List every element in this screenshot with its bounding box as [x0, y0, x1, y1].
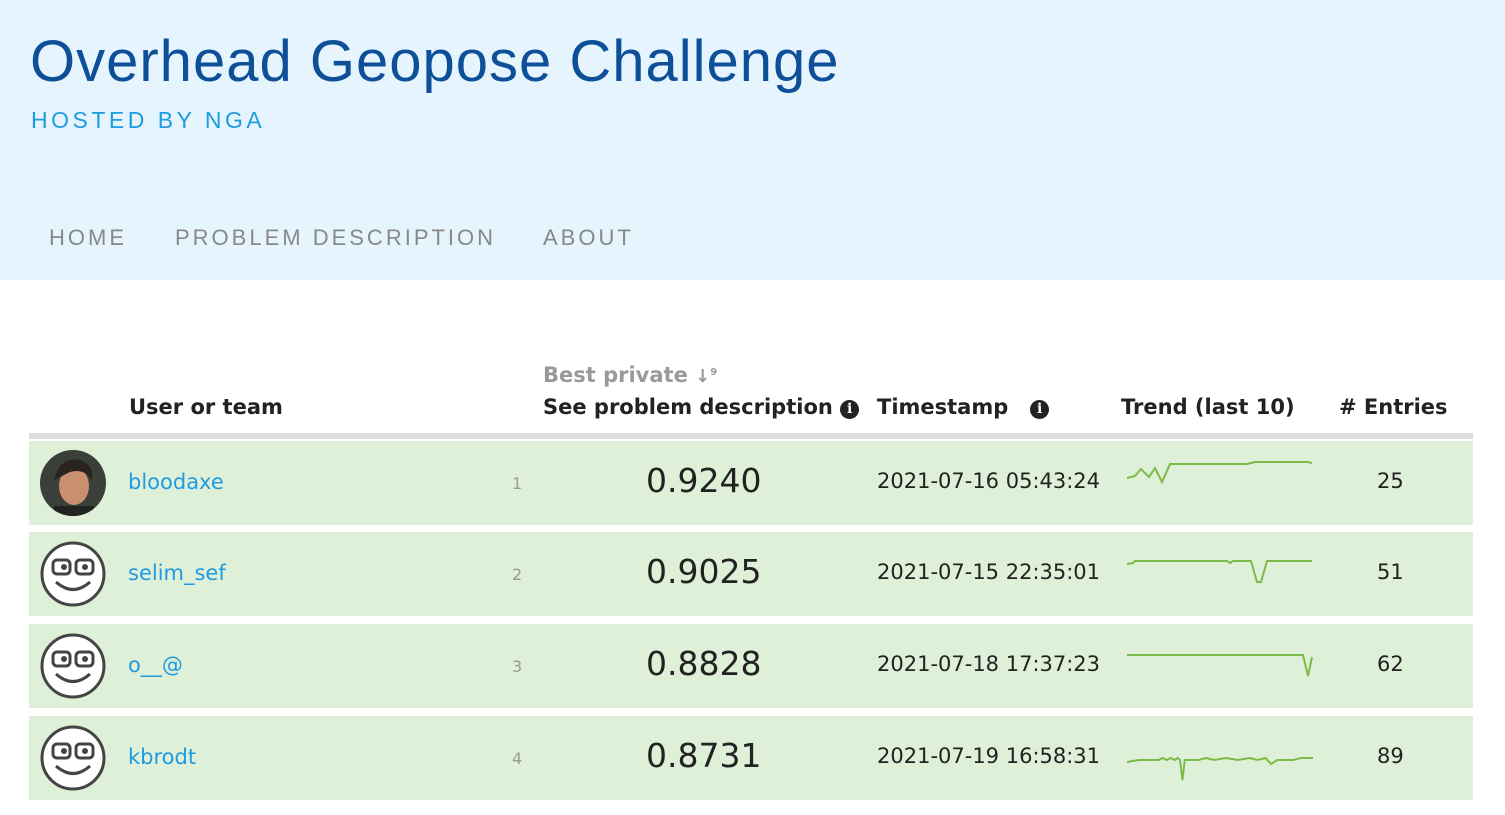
col-score: See problem description i: [543, 395, 860, 419]
score: 0.9240: [646, 461, 762, 500]
nav-about[interactable]: ABOUT: [543, 225, 634, 250]
entries-count: 62: [1377, 652, 1404, 676]
trend-sparkline: [1127, 736, 1317, 784]
col-score-sort[interactable]: Best private ↓9: [543, 363, 717, 387]
col-timestamp: Timestamp i: [877, 395, 1050, 419]
info-icon[interactable]: i: [1030, 400, 1050, 419]
col-score-top-label: Best private: [543, 363, 688, 387]
trend-sparkline: [1127, 644, 1317, 692]
table-row: selim_sef 2 0.9025 2021-07-15 22:35:01 5…: [29, 532, 1473, 616]
nav-problem-description[interactable]: PROBLEM DESCRIPTION: [175, 225, 497, 250]
trend-line: [1127, 561, 1312, 582]
host-subtitle: HOSTED BY NGA: [31, 107, 266, 133]
nerd-face-icon: [40, 725, 106, 791]
rank: 4: [512, 749, 523, 768]
col-entries: # Entries: [1339, 395, 1448, 419]
col-user: User or team: [129, 395, 283, 419]
rank: 3: [512, 657, 523, 676]
rank: 1: [512, 474, 523, 493]
table-row: o__@ 3 0.8828 2021-07-18 17:37:23 62: [29, 624, 1473, 708]
team-link[interactable]: selim_sef: [128, 561, 226, 585]
page-title: Overhead Geopose Challenge: [30, 29, 840, 94]
score: 0.9025: [646, 552, 762, 591]
team-link[interactable]: kbrodt: [128, 745, 197, 769]
header-divider: [29, 433, 1473, 439]
timestamp: 2021-07-16 05:43:24: [877, 469, 1101, 493]
avatar: [40, 450, 106, 516]
trend-line: [1127, 758, 1313, 780]
timestamp: 2021-07-15 22:35:01: [877, 560, 1101, 584]
entries-count: 89: [1377, 744, 1404, 768]
trend-sparkline: [1127, 461, 1317, 509]
trend-line: [1127, 462, 1312, 482]
nerd-face-icon: [40, 633, 106, 699]
col-score-label: See problem description: [543, 395, 833, 419]
team-link[interactable]: bloodaxe: [128, 470, 224, 494]
trend-sparkline: [1127, 552, 1317, 600]
timestamp: 2021-07-19 16:58:31: [877, 744, 1101, 768]
entries-count: 51: [1377, 560, 1404, 584]
nav-home[interactable]: HOME: [49, 225, 127, 250]
score: 0.8731: [646, 736, 762, 775]
timestamp: 2021-07-18 17:37:23: [877, 652, 1101, 676]
entries-count: 25: [1377, 469, 1404, 493]
rank: 2: [512, 565, 523, 584]
score: 0.8828: [646, 644, 762, 683]
nerd-face-icon: [40, 541, 106, 607]
col-timestamp-label: Timestamp: [877, 395, 1009, 419]
col-trend: Trend (last 10): [1121, 395, 1295, 419]
site-header: Overhead Geopose Challenge HOSTED BY NGA…: [0, 0, 1505, 280]
info-icon[interactable]: i: [840, 400, 860, 419]
team-link[interactable]: o__@: [128, 653, 183, 677]
sort-numeric-icon: ↓9: [695, 366, 718, 387]
trend-line: [1127, 655, 1312, 676]
table-row: kbrodt 4 0.8731 2021-07-19 16:58:31 89: [29, 716, 1473, 800]
table-row: bloodaxe 1 0.9240 2021-07-16 05:43:24 25: [29, 441, 1473, 525]
